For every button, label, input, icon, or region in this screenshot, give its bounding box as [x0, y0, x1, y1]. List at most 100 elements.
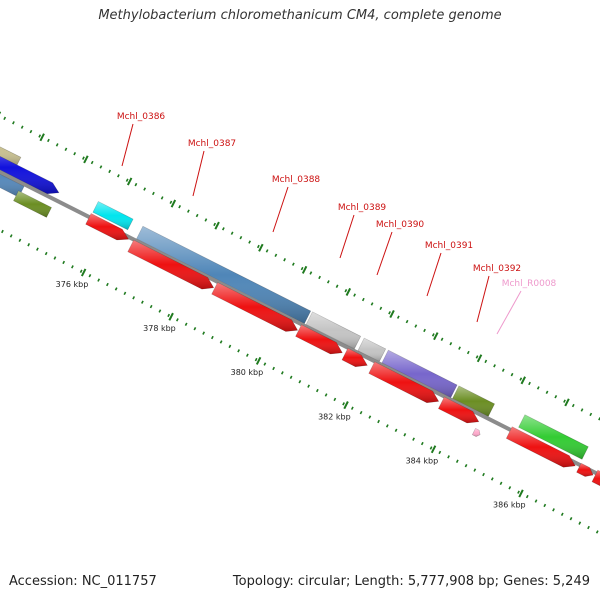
mchl-0392-cds-shade — [438, 397, 479, 423]
minor-tick — [175, 318, 179, 322]
minor-tick — [3, 116, 7, 121]
minor-tick — [587, 525, 590, 530]
minor-tick — [106, 282, 109, 287]
gene-label[interactable]: Mchl_0392 — [473, 264, 521, 274]
minor-tick — [280, 371, 284, 375]
major-tick — [518, 489, 524, 498]
minor-tick — [589, 412, 593, 417]
minor-tick — [490, 477, 494, 481]
minor-tick — [464, 463, 468, 468]
gene-label[interactable]: Mchl_0390 — [376, 220, 425, 230]
major-tick — [83, 155, 89, 164]
minor-tick — [73, 152, 77, 156]
minor-tick — [333, 397, 337, 402]
right-gene-4-shade — [592, 470, 600, 486]
minor-tick — [132, 296, 136, 300]
gene-label[interactable]: Mchl_0389 — [338, 203, 387, 213]
tick-label: 380 kbp — [231, 368, 264, 377]
minor-tick — [394, 428, 398, 433]
minor-tick — [47, 138, 50, 143]
minor-tick — [38, 134, 42, 138]
map-title: Methylobacterium chloromethanicum CM4, c… — [98, 8, 502, 23]
scale-ticks: 376 kbp 378 kbp 380 kbp 382 kbp 384 kbp 386 k… — [0, 111, 600, 534]
minor-tick — [193, 326, 197, 331]
right-gene-3-shade — [576, 463, 594, 477]
minor-tick — [12, 121, 15, 125]
minor-tick — [517, 490, 520, 494]
major-tick — [170, 199, 177, 208]
minor-tick — [493, 364, 496, 368]
minor-tick — [289, 375, 293, 380]
minor-tick — [239, 235, 243, 240]
minor-tick — [186, 209, 190, 213]
minor-tick — [466, 350, 470, 355]
minor-tick — [167, 313, 171, 318]
minor-tick — [114, 287, 118, 291]
minor-tick — [134, 182, 138, 187]
minor-tick — [412, 437, 415, 441]
mchl-0392-block-shade — [452, 385, 495, 417]
minor-tick — [125, 178, 129, 182]
minor-tick — [484, 359, 488, 364]
minor-tick — [449, 342, 453, 346]
minor-tick — [388, 311, 391, 315]
major-tick — [255, 356, 262, 365]
gene-labels: Mchl_0386 Mchl_0387 Mchl_0388 Mchl_0389 Mchl… — [117, 112, 557, 335]
minor-tick — [213, 222, 217, 227]
minor-tick — [368, 415, 372, 419]
minor-tick — [71, 265, 74, 269]
gene-label[interactable]: Mchl_0388 — [272, 175, 321, 185]
right-gene-1-shade — [518, 414, 589, 460]
mchl-0389-block-shade — [306, 311, 361, 349]
gene-label[interactable]: Mchl_0387 — [188, 139, 236, 149]
callout-line — [192, 150, 205, 197]
minor-tick — [79, 269, 83, 273]
minor-tick — [552, 508, 555, 512]
minor-tick — [420, 441, 424, 446]
minor-tick — [595, 530, 599, 534]
mchl-0391-cds-shade — [368, 361, 439, 403]
minor-tick — [396, 315, 400, 319]
gene-label[interactable]: Mchl_0391 — [425, 241, 473, 251]
major-tick — [301, 265, 308, 274]
mchl-0389-cds-shade — [295, 324, 343, 354]
tick-label: 382 kbp — [318, 412, 351, 421]
minor-tick — [429, 446, 433, 450]
minor-tick — [508, 486, 512, 490]
minor-tick — [326, 280, 330, 284]
minor-tick — [377, 419, 380, 424]
major-tick — [430, 445, 437, 454]
major-tick — [564, 398, 570, 407]
major-tick — [476, 354, 483, 363]
minor-tick — [248, 240, 252, 244]
minor-tick — [169, 200, 173, 205]
minor-tick — [528, 381, 531, 386]
minor-tick — [569, 516, 573, 521]
minor-tick — [431, 333, 435, 337]
minor-tick — [501, 368, 505, 372]
minor-tick — [27, 243, 31, 247]
minor-tick — [123, 291, 127, 296]
minor-tick — [440, 337, 444, 341]
minor-tick — [403, 433, 407, 437]
minor-tick — [536, 386, 540, 390]
minor-tick — [379, 306, 383, 311]
left-gene-4-shade — [13, 190, 52, 218]
minor-tick — [29, 129, 33, 134]
minor-tick — [141, 300, 144, 304]
gene-label[interactable]: Mchl_0386 — [117, 112, 166, 122]
minor-tick — [361, 297, 365, 302]
gene-label[interactable]: Mchl_R0008 — [502, 279, 557, 289]
minor-tick — [475, 355, 479, 359]
mchl-0386-cds-shade — [85, 213, 129, 240]
minor-tick — [353, 293, 356, 297]
minor-tick — [274, 253, 278, 258]
tick-label: 378 kbp — [143, 324, 176, 333]
tick-label: 386 kbp — [493, 501, 526, 510]
major-tick — [345, 287, 352, 296]
minor-tick — [414, 324, 418, 328]
mchl-0388-cds-shade — [211, 282, 298, 332]
tick-label: 376 kbp — [56, 280, 89, 289]
minor-tick — [455, 459, 459, 463]
major-tick — [389, 310, 395, 319]
